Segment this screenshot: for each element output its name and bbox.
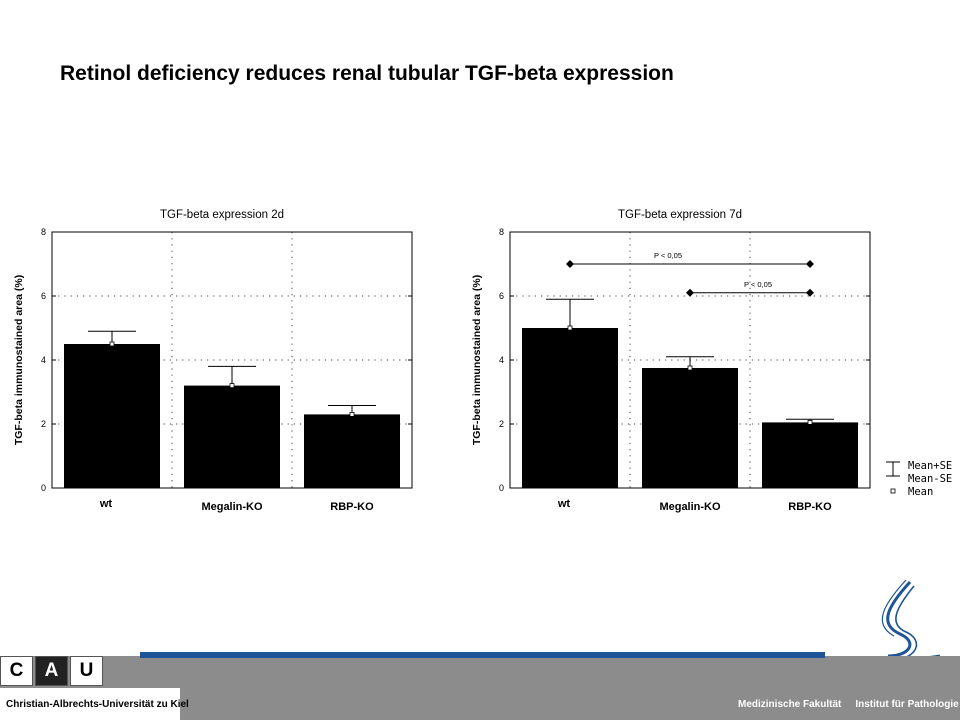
y-tick-label: 2 <box>41 419 46 429</box>
chart-7d: TGF-beta expression 7d 0 2 4 6 8 TGF-beta immu… <box>458 200 878 530</box>
mean-marker <box>687 365 693 371</box>
y-tick-label: 2 <box>499 419 504 429</box>
y-tick-label: 6 <box>499 291 504 301</box>
bar-wt <box>522 328 618 488</box>
category-label: RBP-KO <box>788 501 832 513</box>
y-tick-label: 8 <box>499 227 504 237</box>
mean-marker <box>567 325 573 331</box>
bar-rbp-ko <box>304 414 400 488</box>
faculty-name: Medizinische Fakultät <box>738 698 842 710</box>
significance-marker <box>566 260 574 268</box>
slide-title: Retinol deficiency reduces renal tubular… <box>60 62 674 85</box>
chart-title: TGF-beta expression 7d <box>618 209 742 221</box>
y-tick-label: 8 <box>41 227 46 237</box>
footer: C A U Christian-Albrechts-Universität zu… <box>0 652 960 720</box>
bar-megalin-ko <box>184 385 280 488</box>
cau-logo: C A U <box>0 656 140 692</box>
faculty-institute-box: Medizinische Fakultät Institut für Patho… <box>728 688 960 720</box>
category-label: RBP-KO <box>330 501 374 513</box>
category-label: wt <box>99 498 113 510</box>
category-label: Megalin-KO <box>659 501 721 513</box>
legend-label: Mean-SE <box>908 473 952 485</box>
cau-letter-c: C <box>0 656 33 686</box>
mean-marker <box>229 383 235 389</box>
university-name-box: Christian-Albrechts-Universität zu Kiel <box>0 688 189 720</box>
y-tick-label: 6 <box>41 291 46 301</box>
chart-title: TGF-beta expression 2d <box>160 209 284 221</box>
category-label: wt <box>557 498 571 510</box>
y-tick-label: 0 <box>499 483 504 493</box>
chart-2d: TGF-beta expression 2d 0 2 4 6 8 TGF-beta immu… <box>0 200 420 530</box>
y-tick-label: 4 <box>41 355 46 365</box>
significance-label: P < 0,05 <box>654 251 682 260</box>
legend-label: Mean+SE <box>908 460 952 472</box>
mean-marker <box>349 411 355 417</box>
y-axis-label: TGF-beta immunostained area (%) <box>471 275 483 445</box>
significance-marker <box>686 288 694 297</box>
legend-label: Mean <box>908 486 933 498</box>
y-tick-label: 4 <box>499 355 504 365</box>
mean-marker <box>807 419 813 425</box>
cau-letter-a: A <box>35 656 68 686</box>
bar-rbp-ko <box>762 422 858 488</box>
significance-marker <box>806 260 814 268</box>
y-tick-label: 0 <box>41 483 46 493</box>
significance-marker <box>806 288 814 297</box>
category-label: Megalin-KO <box>201 501 263 513</box>
bar-wt <box>64 344 160 488</box>
y-axis-label: TGF-beta immunostained area (%) <box>13 275 25 445</box>
chart-svg-1: TGF-beta expression 7d 0 2 4 6 8 TGF-beta immu… <box>471 209 871 513</box>
bar-megalin-ko <box>642 368 738 488</box>
mean-marker <box>109 341 115 347</box>
footer-accent-line <box>140 652 825 658</box>
institute-name: Institut für Pathologie <box>855 698 959 710</box>
university-name: Christian-Albrechts-Universität zu Kiel <box>6 698 189 710</box>
cau-letter-u: U <box>70 656 103 686</box>
significance-label: P < 0,05 <box>744 280 772 289</box>
chart-svg-0: TGF-beta expression 2d 0 2 4 6 8 TGF-beta immu… <box>13 209 413 513</box>
mean-square-icon <box>890 488 896 494</box>
